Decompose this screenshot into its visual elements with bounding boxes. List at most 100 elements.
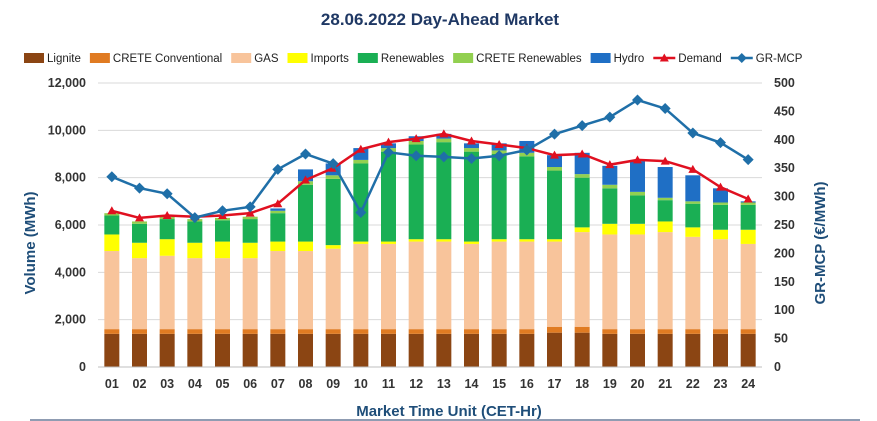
- y2-tick-label: 300: [774, 190, 795, 204]
- bar-gas: [187, 258, 203, 330]
- bar-imports: [159, 239, 175, 256]
- bar-imports: [104, 234, 120, 252]
- marker-demand: [605, 160, 615, 169]
- bar-renewables: [132, 223, 147, 243]
- y-axis-title: Volume (MWh): [22, 191, 39, 294]
- gridlines: [98, 82, 762, 321]
- bar-gas: [491, 241, 507, 330]
- bar-lignite: [381, 333, 396, 367]
- marker-gr-mcp: [272, 163, 284, 175]
- bar-crete-conventional: [547, 326, 562, 333]
- bar-crete-conventional: [685, 329, 701, 334]
- bar-crete-conventional: [657, 329, 673, 334]
- y2-tick-label: 0: [774, 360, 781, 374]
- bar-hydro: [574, 152, 590, 175]
- bar-renewables: [602, 188, 618, 224]
- bar-imports: [547, 239, 562, 242]
- marker-gr-mcp: [549, 128, 560, 140]
- lines: [106, 94, 754, 224]
- bar-gas: [657, 232, 673, 330]
- bar-crete-renewables: [713, 202, 728, 205]
- bar-renewables: [215, 220, 230, 242]
- line-gr-mcp: [111, 98, 749, 219]
- bar-renewables: [104, 215, 120, 235]
- bar-crete-renewables: [353, 159, 369, 164]
- marker-gr-mcp: [521, 144, 533, 156]
- bar-gas: [132, 258, 147, 330]
- marker-demand: [439, 129, 449, 138]
- bar-crete-renewables: [436, 138, 452, 143]
- x-tick-label: 20: [631, 377, 645, 391]
- x-axis-ticks: 01 02 03 04 05 06 07 08 09 10 11 12 13 14 15 16 17 18 19 20…: [105, 377, 755, 391]
- x-tick-label: 19: [603, 377, 617, 391]
- legend-label: CRETE Renewables: [476, 53, 582, 65]
- bar-gas: [381, 243, 396, 330]
- marker-demand: [467, 136, 476, 145]
- legend-item-gas: GAS: [231, 53, 279, 65]
- bar-crete-conventional: [408, 329, 424, 334]
- bar-lignite: [436, 333, 452, 367]
- y2-tick-label: 450: [774, 104, 795, 118]
- legend-item-demand: Demand: [653, 53, 722, 65]
- bar-renewables: [242, 219, 258, 243]
- x-tick-label: 16: [520, 377, 534, 391]
- bar-crete-conventional: [325, 329, 341, 334]
- x-tick-label: 02: [133, 377, 147, 391]
- bar-lignite: [187, 333, 203, 367]
- bar-renewables: [159, 219, 175, 240]
- bar-renewables: [325, 178, 341, 246]
- x-tick-label: 09: [326, 377, 340, 391]
- marker-demand: [107, 206, 117, 215]
- bar-lignite: [574, 332, 590, 367]
- bar-imports: [298, 241, 313, 252]
- marker-demand: [688, 164, 698, 173]
- bar-imports: [270, 241, 286, 252]
- bar-lignite: [491, 333, 507, 367]
- y-tick-label: 4,000: [55, 265, 86, 279]
- bar-crete-conventional: [602, 329, 618, 334]
- bar-lignite: [132, 333, 147, 367]
- marker-gr-mcp: [189, 212, 201, 224]
- bar-imports: [519, 239, 535, 242]
- bar-lignite: [713, 333, 728, 367]
- bar-crete-conventional: [740, 329, 756, 334]
- x-tick-label: 12: [409, 377, 423, 391]
- marker-gr-mcp: [576, 120, 588, 132]
- bar-crete-conventional: [132, 329, 147, 334]
- marker-gr-mcp: [632, 94, 643, 106]
- legend-swatch: [287, 53, 308, 63]
- bar-gas: [159, 255, 175, 330]
- bar-renewables: [519, 156, 535, 240]
- legend-item-renewables: Renewables: [357, 53, 444, 65]
- bar-crete-conventional: [574, 326, 590, 333]
- bar-imports: [132, 242, 147, 259]
- marker-demand: [550, 150, 559, 159]
- x-tick-label: 05: [216, 377, 230, 391]
- legend-marker: [659, 53, 669, 62]
- bar-crete-conventional: [270, 329, 286, 334]
- bar-imports: [491, 239, 507, 242]
- bar-imports: [713, 229, 728, 240]
- bar-gas: [519, 241, 535, 330]
- bar-hydro: [713, 188, 728, 203]
- y2-tick-label: 50: [774, 332, 788, 346]
- x-tick-label: 15: [492, 377, 506, 391]
- marker-gr-mcp: [742, 154, 754, 166]
- bar-hydro: [270, 208, 286, 211]
- marker-gr-mcp: [466, 153, 477, 165]
- bar-crete-renewables: [685, 201, 701, 204]
- bar-gas: [104, 251, 120, 330]
- marker-gr-mcp: [493, 150, 505, 162]
- x-axis-title: Market Time Unit (CET-Hr): [356, 403, 542, 420]
- bar-renewables: [574, 177, 590, 228]
- bar-renewables: [491, 154, 507, 240]
- bar-gas: [353, 243, 369, 330]
- bar-crete-conventional: [159, 329, 175, 334]
- bar-hydro: [657, 167, 673, 198]
- marker-gr-mcp: [300, 148, 311, 160]
- bar-renewables: [740, 204, 756, 230]
- bar-renewables: [436, 142, 452, 240]
- marker-gr-mcp: [687, 127, 699, 139]
- y2-tick-label: 150: [774, 275, 795, 289]
- legend-swatch: [24, 53, 44, 63]
